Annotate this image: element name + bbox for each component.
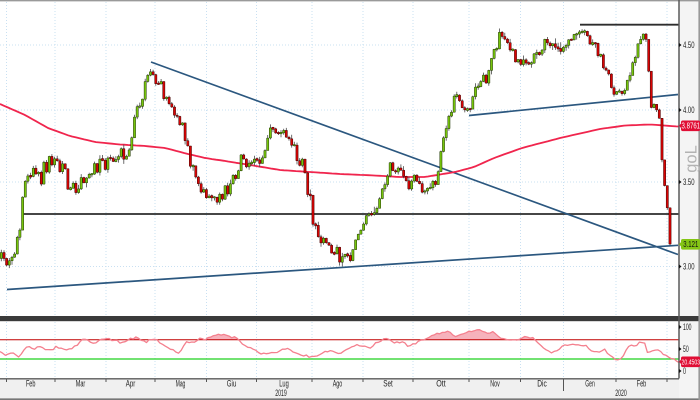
svg-text:Apr: Apr <box>126 379 136 389</box>
svg-text:Feb: Feb <box>26 379 36 389</box>
svg-text:Dic: Dic <box>537 379 547 389</box>
svg-text:50: 50 <box>683 344 689 354</box>
svg-text:2020: 2020 <box>615 388 627 398</box>
svg-text:3.121: 3.121 <box>683 240 698 249</box>
svg-text:3.8761: 3.8761 <box>682 122 700 131</box>
svg-text:Nov: Nov <box>490 379 500 389</box>
svg-text:Set: Set <box>383 379 393 389</box>
svg-text:3.50: 3.50 <box>683 177 695 187</box>
svg-text:Giu: Giu <box>227 379 237 389</box>
svg-text:100: 100 <box>683 322 692 332</box>
svg-text:Ott: Ott <box>436 379 446 389</box>
svg-text:Lug: Lug <box>279 379 289 389</box>
svg-text:3.00: 3.00 <box>683 262 695 272</box>
svg-text:4.50: 4.50 <box>683 40 695 50</box>
svg-text:20.4503: 20.4503 <box>682 358 700 367</box>
svg-text:Mag: Mag <box>176 379 186 389</box>
svg-text:2019: 2019 <box>275 388 287 398</box>
svg-text:goL: goL <box>683 145 700 173</box>
svg-text:Gen: Gen <box>585 379 595 389</box>
svg-text:Ago: Ago <box>333 379 343 389</box>
svg-text:Mar: Mar <box>76 379 86 389</box>
svg-text:Feb: Feb <box>637 379 647 389</box>
svg-text:0: 0 <box>683 366 686 376</box>
svg-text:4.00: 4.00 <box>683 105 695 115</box>
